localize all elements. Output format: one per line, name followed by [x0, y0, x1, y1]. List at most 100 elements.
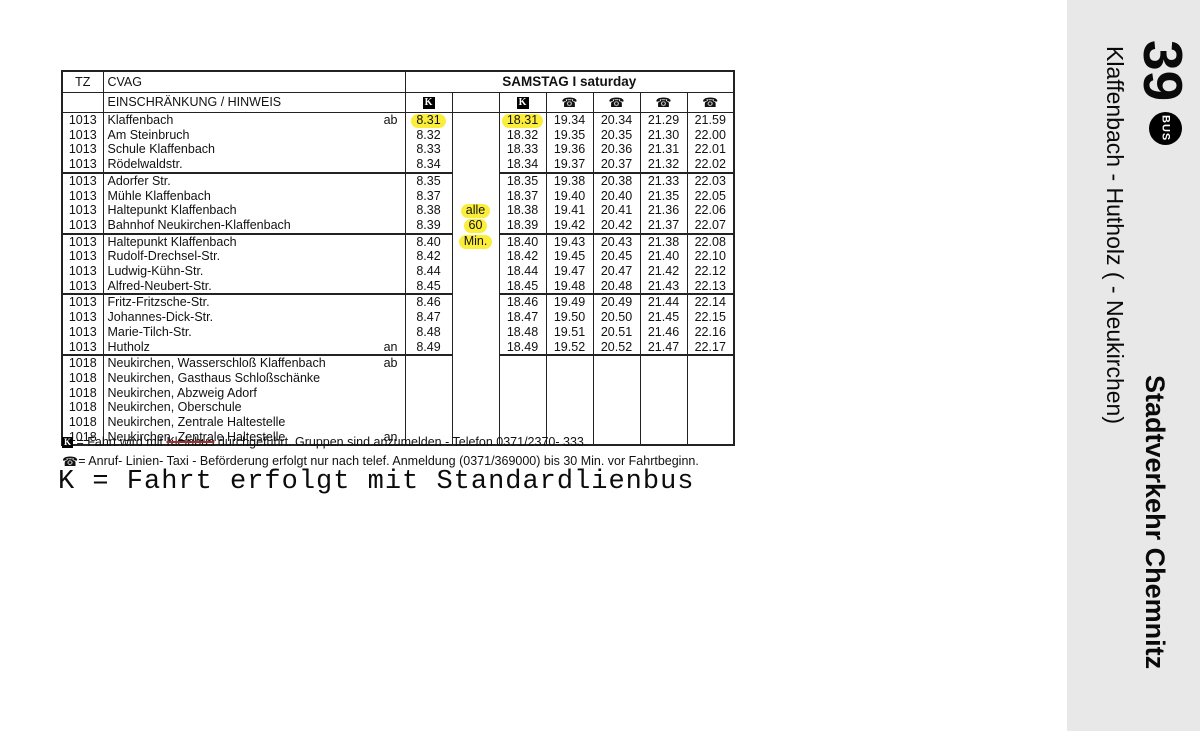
time-cell: [592, 370, 640, 386]
time-value: 20.52: [600, 339, 633, 354]
time-value: 22.06: [694, 203, 726, 218]
stop-cell: Rödelwaldstr.: [102, 157, 405, 173]
time-value: 18.47: [506, 310, 539, 325]
tz-cell: 1013: [61, 112, 103, 128]
stop-cell: Alfred-Neubert-Str.: [102, 278, 405, 295]
time-value: 18.40: [506, 234, 539, 249]
time-cell: 8.49: [404, 339, 452, 356]
time-value: 22.05: [694, 188, 726, 203]
time-cell: alle: [451, 203, 499, 218]
time-cell: 20.37: [592, 157, 640, 173]
time-value: 19.52: [553, 339, 586, 354]
time-cell: 20.36: [592, 142, 640, 158]
time-cell: 22.06: [686, 203, 735, 218]
time-cell: 20.50: [592, 310, 640, 325]
time-value: 21.40: [647, 249, 680, 264]
time-cell: 8.34: [404, 157, 452, 173]
time-value: 8.48: [416, 324, 441, 339]
time-cell: 60: [451, 217, 499, 234]
time-cell: 18.48: [498, 324, 546, 340]
time-cell: [451, 429, 499, 446]
time-value: 19.51: [553, 324, 586, 339]
table-header-row: TZ CVAG SAMSTAG I saturday: [61, 71, 735, 93]
stop-name: Haltepunkt Klaffenbach: [107, 234, 237, 249]
time-value: 18.37: [506, 188, 539, 203]
time-value: 8.33: [416, 142, 441, 157]
time-value: 19.43: [553, 234, 586, 249]
time-cell: [592, 429, 640, 446]
time-value: 22.08: [694, 234, 726, 249]
column-icon-cell: K: [498, 92, 546, 113]
stop-cell: Fritz-Fritzsche-Str.: [102, 293, 405, 311]
ab-an-mark: ab: [383, 113, 398, 127]
time-value: 8.45: [416, 278, 441, 293]
time-cell: 20.34: [592, 112, 640, 128]
timetable-row: 1018 Neukirchen, Zentrale Haltestelle: [61, 415, 735, 430]
phone-icon: ☎: [655, 95, 672, 111]
timetable-row: 1013 Ludwig-Kühn-Str. 8.44 18.44 19.47 20.47 2…: [61, 264, 735, 279]
time-value: 8.49: [416, 339, 441, 354]
stop-cell: Johannes-Dick-Str.: [102, 310, 405, 325]
time-cell: [592, 400, 640, 416]
time-value: 8.39: [416, 217, 441, 232]
time-cell: [545, 354, 593, 371]
timetable: TZ CVAG SAMSTAG I saturday EINSCHRÄNKUNG…: [61, 70, 736, 447]
time-cell: 8.46: [404, 293, 452, 311]
highlighted-time: 8.31: [411, 113, 446, 128]
time-value: 18.45: [506, 278, 539, 293]
time-cell: [451, 112, 499, 128]
column-icon-cell: ☎: [545, 92, 593, 113]
time-cell: [545, 400, 593, 416]
time-cell: [545, 370, 593, 386]
stop-cell: Bahnhof Neukirchen-Klaffenbach: [102, 217, 405, 234]
time-value: 19.37: [553, 157, 586, 172]
kleinbus-k-icon: K: [422, 96, 435, 109]
time-cell: [404, 370, 452, 386]
time-cell: 20.47: [592, 264, 640, 279]
time-cell: [451, 415, 499, 430]
time-cell: 21.42: [639, 264, 687, 279]
stop-cell: Haltepunkt Klaffenbach: [102, 203, 405, 218]
time-cell: 8.47: [404, 310, 452, 325]
tz-cell: 1013: [61, 264, 103, 279]
highlighted-time: 60: [463, 219, 488, 233]
footnote-text: = Fahrt wird mit: [76, 435, 167, 449]
tz-cell: 1018: [61, 415, 103, 430]
time-value: 18.33: [506, 142, 539, 157]
time-value: 22.00: [694, 127, 726, 142]
cvag-header: CVAG: [102, 71, 405, 93]
timetable-row: 1013 ab Klaffenbach 8.31 18.31 19.34 20.34 21.2…: [61, 112, 735, 128]
timetable-row: 1013 Rödelwaldstr. 8.34 18.34 19.37 20.37 21.3…: [61, 157, 735, 173]
time-value: 19.40: [553, 188, 586, 203]
time-value: 20.40: [600, 188, 633, 203]
operator-title: Stadtverkehr Chemnitz: [1140, 375, 1170, 670]
stop-cell: Neukirchen, Gasthaus Schloßschänke: [102, 370, 405, 386]
time-value: 20.48: [600, 278, 633, 293]
timetable-row: 1013 Johannes-Dick-Str. 8.47 18.47 19.50 20.5…: [61, 310, 735, 325]
time-value: 19.48: [553, 278, 586, 293]
stop-name: Haltepunkt Klaffenbach: [107, 203, 237, 218]
time-value: 22.02: [694, 157, 726, 172]
time-cell: 21.35: [639, 188, 687, 204]
time-cell: 18.39: [498, 217, 546, 234]
restriction-header: EINSCHRÄNKUNG / HINWEIS: [102, 92, 405, 113]
tz-cell: 1018: [61, 400, 103, 416]
time-cell: 18.34: [498, 157, 546, 173]
tz-cell: 1013: [61, 249, 103, 265]
stop-name: Neukirchen, Wasserschloß Klaffenbach: [107, 356, 326, 371]
timetable-row: 1013 Rudolf-Drechsel-Str. 8.42 18.42 19.45 20…: [61, 249, 735, 265]
time-value: 18.39: [506, 217, 539, 232]
time-value: 8.47: [416, 310, 441, 325]
time-cell: [451, 339, 499, 356]
time-value: 21.37: [647, 217, 680, 232]
time-value: 18.34: [506, 157, 539, 172]
time-cell: 22.01: [686, 142, 735, 158]
timetable-row: 1013 Bahnhof Neukirchen-Klaffenbach 8.39 60…: [61, 217, 735, 234]
footnote-text: = Anruf- Linien- Taxi - Beförderung erfo…: [78, 453, 699, 468]
time-cell: [451, 310, 499, 325]
tz-cell: 1013: [61, 217, 103, 234]
time-cell: [404, 400, 452, 416]
time-value: 19.35: [553, 127, 586, 142]
footnote-text: durchgeführt. Gruppen sind anzumelden - …: [214, 435, 588, 449]
stop-cell: Rudolf-Drechsel-Str.: [102, 249, 405, 265]
